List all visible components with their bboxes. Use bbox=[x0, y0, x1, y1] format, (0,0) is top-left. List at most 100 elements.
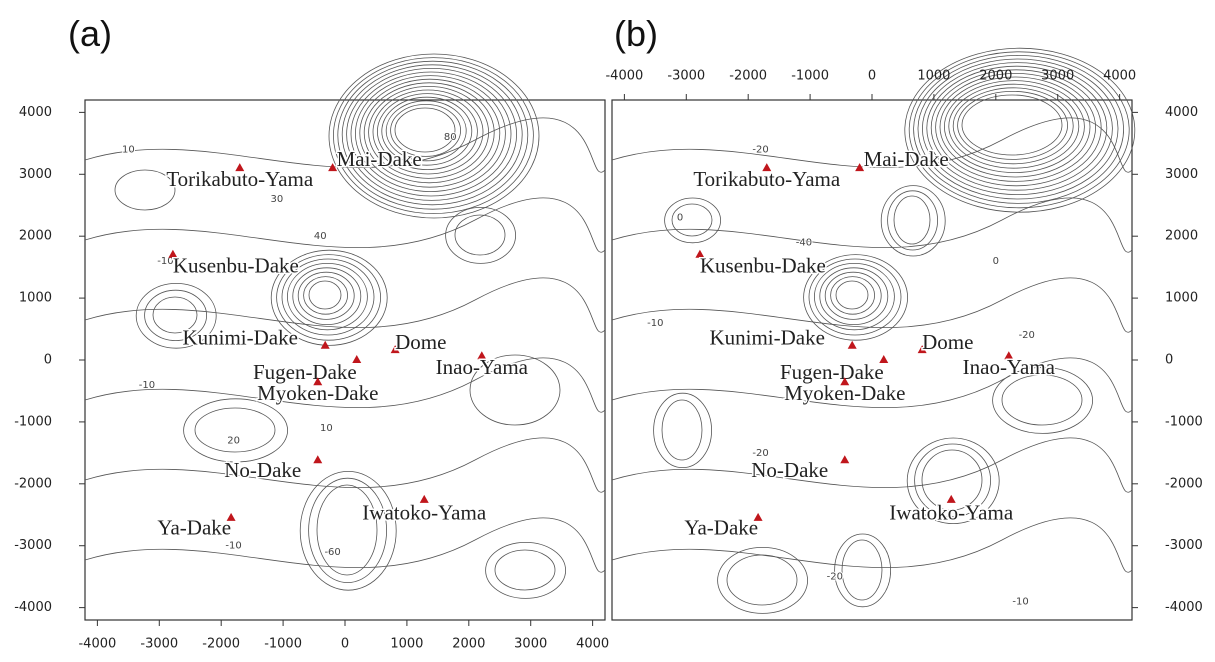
y-tick-label: 2000 bbox=[1165, 229, 1198, 244]
peak-marker bbox=[313, 455, 322, 463]
contour-line bbox=[836, 281, 868, 309]
x-tick-label: -1000 bbox=[791, 69, 829, 84]
contour-line bbox=[958, 91, 1068, 159]
contour-line bbox=[927, 66, 1107, 190]
contour-line bbox=[825, 272, 881, 319]
peak-name: Ya-Dake bbox=[157, 516, 231, 540]
contour-line bbox=[727, 555, 797, 605]
contour-line bbox=[347, 68, 517, 200]
contour-line bbox=[612, 438, 1132, 492]
contour-line bbox=[1002, 375, 1082, 425]
contour-label: 20 bbox=[227, 435, 240, 446]
contour-line bbox=[298, 272, 354, 319]
y-tick-label: -1000 bbox=[1165, 414, 1203, 429]
x-tick-label: 3000 bbox=[514, 637, 547, 652]
contour-label: -10 bbox=[1012, 596, 1028, 607]
x-tick-label: 2000 bbox=[979, 69, 1012, 84]
x-tick-label: 4000 bbox=[576, 637, 609, 652]
panel: -4000 -3000 -2000 -1000 0 1000 2000 3000 4000 -40… bbox=[14, 54, 609, 652]
x-tick-label: -4000 bbox=[605, 69, 643, 84]
x-tick-label: 1000 bbox=[390, 637, 423, 652]
contour-line bbox=[953, 88, 1073, 164]
contour-line bbox=[962, 95, 1062, 155]
contour-line bbox=[309, 281, 341, 309]
x-tick-label: -1000 bbox=[264, 637, 302, 652]
y-tick-label: -4000 bbox=[1165, 600, 1203, 615]
y-tick-label: -2000 bbox=[14, 476, 52, 491]
contour-line bbox=[395, 108, 455, 152]
contour-label: 80 bbox=[444, 132, 457, 143]
contour-line bbox=[360, 79, 500, 187]
contour-label: -60 bbox=[324, 547, 340, 558]
contour-line bbox=[922, 63, 1112, 195]
peak-name: Dome bbox=[395, 330, 446, 354]
peak-name: Kunimi-Dake bbox=[709, 326, 824, 350]
y-tick-label: 4000 bbox=[1165, 105, 1198, 120]
x-tick-label: 4000 bbox=[1103, 69, 1136, 84]
contour-label: -20 bbox=[752, 145, 768, 156]
contour-label: -10 bbox=[647, 318, 663, 329]
peak-name: Mai-Dake bbox=[864, 147, 949, 171]
y-tick-label: -1000 bbox=[14, 414, 52, 429]
figure: (a) (b) -4000-3000-2000-1000010002000300… bbox=[0, 0, 1215, 662]
x-tick-label: 1000 bbox=[917, 69, 950, 84]
peak-name: Ya-Dake bbox=[684, 516, 758, 540]
y-tick-label: -3000 bbox=[1165, 538, 1203, 553]
contour-label: 0 bbox=[993, 256, 999, 267]
contour-label: -40 bbox=[796, 237, 812, 248]
contour-line bbox=[342, 65, 522, 205]
contour-line bbox=[317, 485, 377, 575]
contour-line bbox=[814, 263, 894, 329]
contour-label: 10 bbox=[320, 423, 333, 434]
y-tick-label: -3000 bbox=[14, 538, 52, 553]
peak-name: Inao-Yama bbox=[963, 355, 1056, 379]
contour-line bbox=[894, 196, 930, 244]
contour-line bbox=[936, 73, 1096, 181]
contour-line bbox=[662, 400, 702, 460]
x-tick-label: -4000 bbox=[78, 637, 116, 652]
peak-name: Inao-Yama bbox=[436, 355, 529, 379]
peak-marker bbox=[848, 341, 857, 349]
contour-line bbox=[949, 84, 1079, 168]
peak-name: Kusenbu-Dake bbox=[173, 254, 299, 278]
contour-line bbox=[333, 58, 533, 214]
peak-name: Dome bbox=[922, 330, 973, 354]
panel-label: (a) bbox=[68, 13, 112, 54]
contour-line bbox=[329, 54, 539, 218]
contour-label: 0 bbox=[677, 213, 683, 224]
contour-label: 40 bbox=[314, 231, 327, 242]
contour-label: 10 bbox=[122, 145, 135, 156]
peak-name: No-Dake bbox=[751, 458, 828, 482]
contour-label: -10 bbox=[139, 380, 155, 391]
y-tick-label: 1000 bbox=[1165, 291, 1198, 306]
y-tick-label: 0 bbox=[44, 353, 52, 368]
contour-line bbox=[842, 540, 882, 600]
panel-label: (b) bbox=[614, 13, 658, 54]
contour-line bbox=[300, 471, 396, 590]
y-tick-label: -4000 bbox=[14, 600, 52, 615]
y-tick-label: -2000 bbox=[1165, 476, 1203, 491]
peak-name: No-Dake bbox=[224, 458, 301, 482]
peak-name: Mai-Dake bbox=[337, 147, 422, 171]
contour-line bbox=[287, 263, 367, 329]
peak-name: Iwatoko-Yama bbox=[362, 501, 487, 525]
peak-name: Torikabuto-Yama bbox=[693, 167, 841, 191]
contour-label: -20 bbox=[1019, 330, 1035, 341]
y-tick-label: 0 bbox=[1165, 353, 1173, 368]
y-tick-label: 3000 bbox=[1165, 167, 1198, 182]
peak-name: Kusenbu-Dake bbox=[700, 254, 826, 278]
y-tick-label: 2000 bbox=[19, 229, 52, 244]
x-tick-label: -3000 bbox=[140, 637, 178, 652]
x-tick-label: 0 bbox=[341, 637, 349, 652]
x-tick-label: -3000 bbox=[667, 69, 705, 84]
peak-name: Myoken-Dake bbox=[784, 381, 905, 405]
contour-line bbox=[495, 550, 555, 590]
contour-label: -20 bbox=[827, 572, 843, 583]
peak-name: Kunimi-Dake bbox=[182, 326, 297, 350]
contour-line bbox=[455, 215, 505, 255]
x-tick-label: 0 bbox=[868, 69, 876, 84]
x-tick-label: 2000 bbox=[452, 637, 485, 652]
contour-label: 30 bbox=[271, 194, 284, 205]
peak-marker bbox=[840, 455, 849, 463]
